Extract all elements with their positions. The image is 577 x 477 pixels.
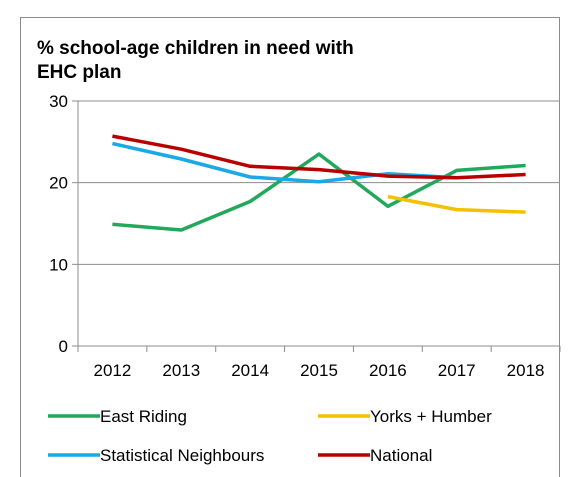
y-tick-label: 10 — [49, 255, 68, 274]
x-tick-label-2013: 2013 — [162, 361, 200, 380]
x-tick-label-2014: 2014 — [231, 361, 269, 380]
chart-title: % school-age children in need with EHC p… — [37, 38, 354, 83]
legend-label-statistical-neighbours: Statistical Neighbours — [100, 446, 264, 465]
legend-label-yorks-humber: Yorks + Humber — [370, 407, 492, 426]
y-tick-label: 20 — [49, 174, 68, 193]
legend-label-national: National — [370, 446, 432, 465]
series-line-yorks-humber — [387, 194, 526, 214]
x-tick-label-2018: 2018 — [507, 361, 545, 380]
y-tick-label: 0 — [59, 337, 68, 356]
x-tick-label-2012: 2012 — [94, 361, 132, 380]
x-tick-label-2016: 2016 — [369, 361, 407, 380]
chart-frame — [20, 17, 560, 477]
series-line-east-riding — [112, 152, 526, 232]
legend-label-east-riding: East Riding — [100, 407, 187, 426]
series-line-statistical-neighbours — [112, 141, 457, 184]
y-tick-label: 30 — [49, 92, 68, 111]
x-tick-label-2015: 2015 — [300, 361, 338, 380]
x-tick-label-2017: 2017 — [438, 361, 476, 380]
series-line-national — [112, 134, 526, 180]
